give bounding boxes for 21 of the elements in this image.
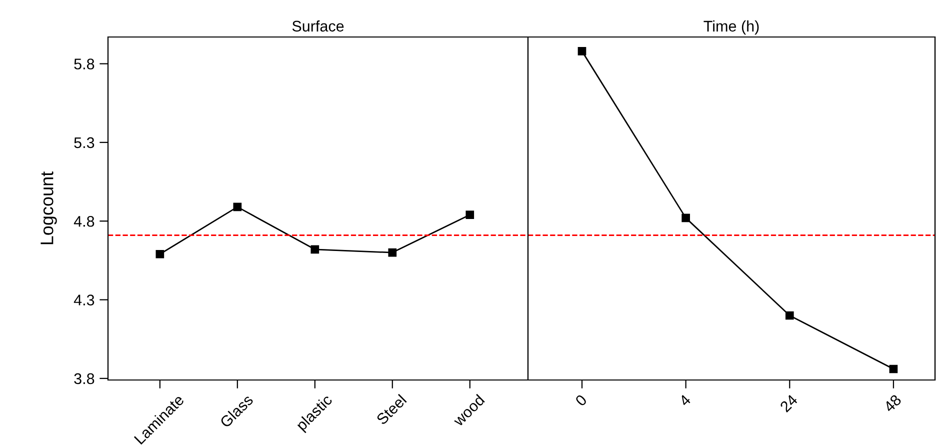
y-tick-label: 5.3 <box>74 137 94 148</box>
point <box>233 202 242 212</box>
point <box>785 311 794 320</box>
chart-title: Time (h) <box>704 20 759 35</box>
point <box>682 214 690 222</box>
point <box>310 245 320 254</box>
x-tick-label: 24 <box>779 394 798 412</box>
x-tick-label: 4 <box>678 394 692 407</box>
y-tick-label: 4.3 <box>74 294 94 306</box>
y-tick-label: 5.8 <box>74 58 94 70</box>
point <box>388 248 397 257</box>
x-tick-label: 0 <box>574 394 588 407</box>
point <box>156 250 164 258</box>
chart-title: Surface <box>292 20 344 32</box>
x-tick-label: 48 <box>882 394 902 413</box>
y-tick-label: 4.8 <box>74 216 94 227</box>
y-axis-title: Logcount <box>40 171 57 244</box>
point <box>578 46 586 56</box>
point <box>889 364 898 374</box>
y-tick-label: 3.8 <box>74 373 94 384</box>
point <box>466 210 474 219</box>
